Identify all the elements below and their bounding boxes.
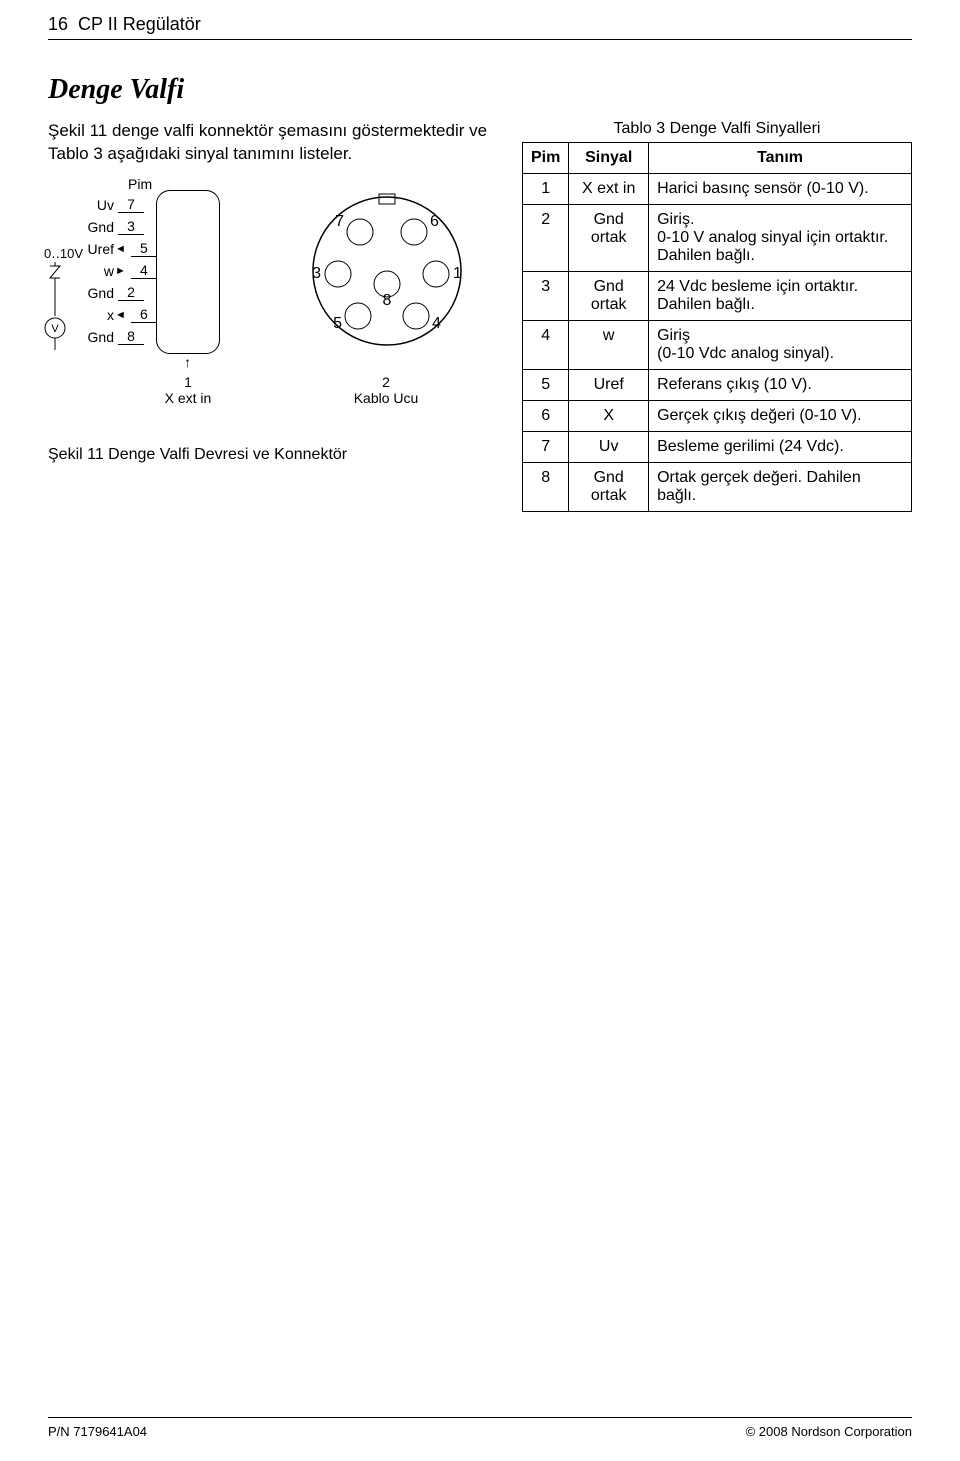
cell-desc: Giriş(0-10 Vdc analog sinyal).: [649, 321, 912, 370]
figure-caption: Şekil 11 Denge Valfi Devresi ve Konnektö…: [48, 446, 488, 464]
cell-signal: Gnd ortak: [569, 463, 649, 512]
signal-pin: 6: [131, 306, 157, 323]
cell-desc: Gerçek çıkış değeri (0-10 V).: [649, 401, 912, 432]
cell-pin: 1: [523, 174, 569, 205]
svg-text:6: 6: [430, 213, 439, 230]
page-header: 16 CP II Regülatör: [48, 0, 912, 40]
svg-text:V: V: [51, 323, 59, 335]
cell-desc: Harici basınç sensör (0-10 V).: [649, 174, 912, 205]
page-title: CP II Regülatör: [78, 14, 201, 35]
page: 16 CP II Regülatör Denge Valfi Şekil 11 …: [0, 0, 960, 1461]
right-column: Tablo 3 Denge Valfi Sinyalleri Pim Sinya…: [522, 120, 912, 512]
arrow-icon: ◄: [115, 309, 126, 321]
section-title: Denge Valfi: [48, 74, 912, 106]
signal-row: Uv 7: [74, 194, 157, 216]
signal-pin: 5: [131, 240, 157, 257]
svg-text:4: 4: [432, 315, 441, 332]
table-row: 6XGerçek çıkış değeri (0-10 V).: [523, 401, 912, 432]
circuit-diagram: Pim Uv 7 Gnd 3 Uref ◄ 5: [48, 176, 488, 436]
callout-text: X ext in: [165, 390, 212, 406]
signal-pin: 7: [118, 196, 144, 213]
page-footer: P/N 7179641A04 © 2008 Nordson Corporatio…: [48, 1417, 912, 1439]
table-row: 1X ext inHarici basınç sensör (0-10 V).: [523, 174, 912, 205]
signal-pin: 3: [118, 218, 144, 235]
cell-pin: 2: [523, 205, 569, 272]
cell-desc: Besleme gerilimi (24 Vdc).: [649, 432, 912, 463]
callout-2: 2 Kablo Ucu: [326, 374, 446, 406]
callout-num: 1: [184, 374, 192, 390]
cell-signal: X: [569, 401, 649, 432]
cell-signal: Gnd ortak: [569, 205, 649, 272]
signal-name: Uv: [74, 197, 114, 213]
cell-desc: 24 Vdc besleme için ortaktır. Dahilen ba…: [649, 272, 912, 321]
table-header-row: Pim Sinyal Tanım: [523, 143, 912, 174]
signal-row: w ► 4: [74, 260, 157, 282]
table-header-desc: Tanım: [649, 143, 912, 174]
cell-desc: Giriş.0-10 V analog sinyal için ortaktır…: [649, 205, 912, 272]
cell-pin: 7: [523, 432, 569, 463]
table-row: 5UrefReferans çıkış (10 V).: [523, 370, 912, 401]
signal-row: Gnd 3: [74, 216, 157, 238]
footer-left: P/N 7179641A04: [48, 1424, 147, 1439]
signal-name: Gnd: [74, 329, 114, 345]
svg-text:7: 7: [335, 213, 344, 230]
page-number: 16: [48, 14, 68, 35]
signal-name: x: [74, 307, 114, 323]
callout-1: 1 X ext in: [148, 374, 228, 406]
cell-signal: Gnd ortak: [569, 272, 649, 321]
signal-row: Gnd 2: [74, 282, 157, 304]
cell-signal: Uv: [569, 432, 649, 463]
table-row: 4wGiriş(0-10 Vdc analog sinyal).: [523, 321, 912, 370]
cell-pin: 8: [523, 463, 569, 512]
cell-pin: 5: [523, 370, 569, 401]
table-row: 2Gnd ortakGiriş.0-10 V analog sinyal içi…: [523, 205, 912, 272]
signal-name: w: [74, 263, 114, 279]
signal-pin: 2: [118, 284, 144, 301]
voltage-source-label: 0‥10V: [44, 246, 83, 262]
svg-text:5: 5: [333, 315, 342, 332]
connector-diagram: 7 6 3 8 1 5 4: [308, 192, 466, 350]
cell-pin: 3: [523, 272, 569, 321]
cell-pin: 6: [523, 401, 569, 432]
voltage-source-icon: V: [44, 262, 66, 352]
signal-table: Pim Sinyal Tanım 1X ext inHarici basınç …: [522, 142, 912, 512]
chip-outline: [156, 190, 220, 354]
signal-ladder: Uv 7 Gnd 3 Uref ◄ 5 w ► 4: [74, 194, 157, 348]
cell-signal: X ext in: [569, 174, 649, 205]
arrow-icon: ►: [115, 265, 126, 277]
table-header-signal: Sinyal: [569, 143, 649, 174]
signal-pin: 4: [131, 262, 157, 279]
callout-num: 2: [382, 374, 390, 390]
cell-signal: w: [569, 321, 649, 370]
pin-column-label: Pim: [128, 176, 152, 192]
footer-right: © 2008 Nordson Corporation: [746, 1424, 912, 1439]
signal-name: Gnd: [74, 219, 114, 235]
signal-row: x ◄ 6: [74, 304, 157, 326]
svg-text:8: 8: [383, 292, 392, 309]
signal-row: Uref ◄ 5: [74, 238, 157, 260]
table-row: 3Gnd ortak24 Vdc besleme için ortaktır. …: [523, 272, 912, 321]
cell-desc: Referans çıkış (10 V).: [649, 370, 912, 401]
signal-row: Gnd 8: [74, 326, 157, 348]
svg-text:1: 1: [453, 265, 462, 282]
intro-text: Şekil 11 denge valfi konnektör şemasını …: [48, 120, 488, 166]
cell-desc: Ortak gerçek değeri. Dahilen bağlı.: [649, 463, 912, 512]
table-row: 7UvBesleme gerilimi (24 Vdc).: [523, 432, 912, 463]
content-columns: Şekil 11 denge valfi konnektör şemasını …: [48, 120, 912, 512]
signal-name: Gnd: [74, 285, 114, 301]
svg-text:3: 3: [312, 265, 321, 282]
left-column: Şekil 11 denge valfi konnektör şemasını …: [48, 120, 488, 512]
callout-text: Kablo Ucu: [354, 390, 419, 406]
arrow-up-icon: ↑: [184, 354, 191, 370]
arrow-icon: ◄: [115, 243, 126, 255]
table-caption: Tablo 3 Denge Valfi Sinyalleri: [522, 120, 912, 138]
table-row: 8Gnd ortakOrtak gerçek değeri. Dahilen b…: [523, 463, 912, 512]
cell-pin: 4: [523, 321, 569, 370]
cell-signal: Uref: [569, 370, 649, 401]
table-header-pin: Pim: [523, 143, 569, 174]
signal-pin: 8: [118, 328, 144, 345]
